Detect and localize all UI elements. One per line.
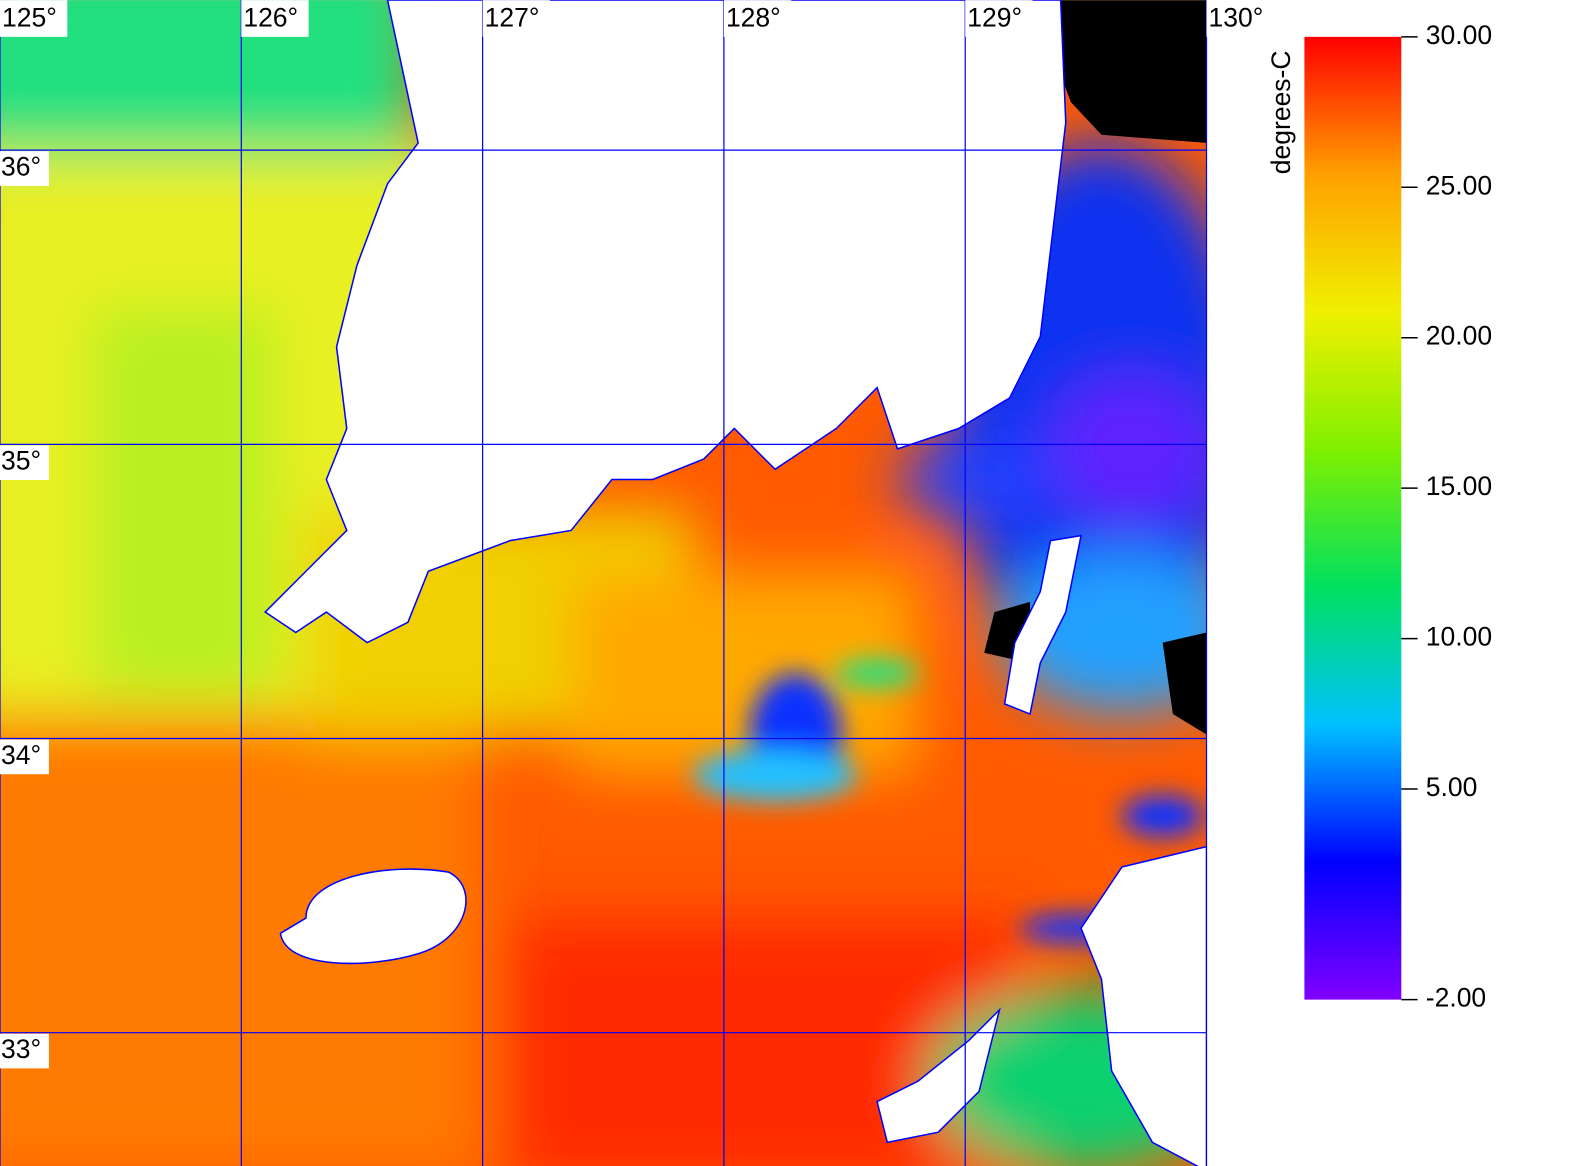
lon-label: 127° (485, 3, 540, 33)
label-bg (1206, 0, 1274, 37)
lon-label: 129° (967, 3, 1022, 33)
lon-label: 130° (1209, 3, 1264, 33)
label-bg (0, 739, 49, 775)
lat-label: 36° (1, 152, 41, 182)
label-bg (965, 0, 1033, 37)
label-bg (0, 151, 49, 186)
label-bg (482, 0, 550, 37)
label-bg (0, 0, 68, 37)
lon-label: 128° (726, 3, 781, 33)
colorbar-tick-label: 15.00 (1426, 471, 1492, 501)
lat-label: 34° (1, 740, 41, 770)
colorbar (1304, 36, 1402, 1000)
label-bg (0, 1033, 49, 1069)
colorbar-tick-label: 25.00 (1426, 170, 1492, 200)
colorbar-tick-label: 30.00 (1426, 20, 1492, 50)
colorbar-tick-label: -2.00 (1426, 983, 1486, 1013)
colorbar-tick-label: 10.00 (1426, 622, 1492, 652)
lat-label: 33° (1, 1034, 41, 1064)
colorbar-tick-label: 5.00 (1426, 772, 1478, 802)
lon-label: 126° (243, 3, 298, 33)
colorbar-label: degrees-C (1266, 50, 1296, 174)
colorbar-tick-label: 20.00 (1426, 321, 1492, 351)
lat-label: 35° (1, 446, 41, 476)
label-bg (241, 0, 309, 37)
sst-image (0, 0, 1207, 1166)
label-bg (0, 445, 49, 481)
lon-label: 125° (2, 3, 57, 33)
label-bg (723, 0, 792, 37)
graticule: 125° 126° 127° 128° 129° 130° 36° 35° 34° 33° (0, 0, 1274, 1166)
